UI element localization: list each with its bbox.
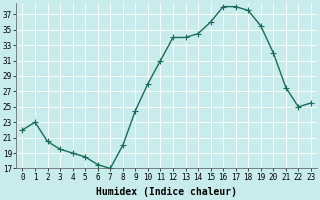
X-axis label: Humidex (Indice chaleur): Humidex (Indice chaleur)	[96, 187, 237, 197]
